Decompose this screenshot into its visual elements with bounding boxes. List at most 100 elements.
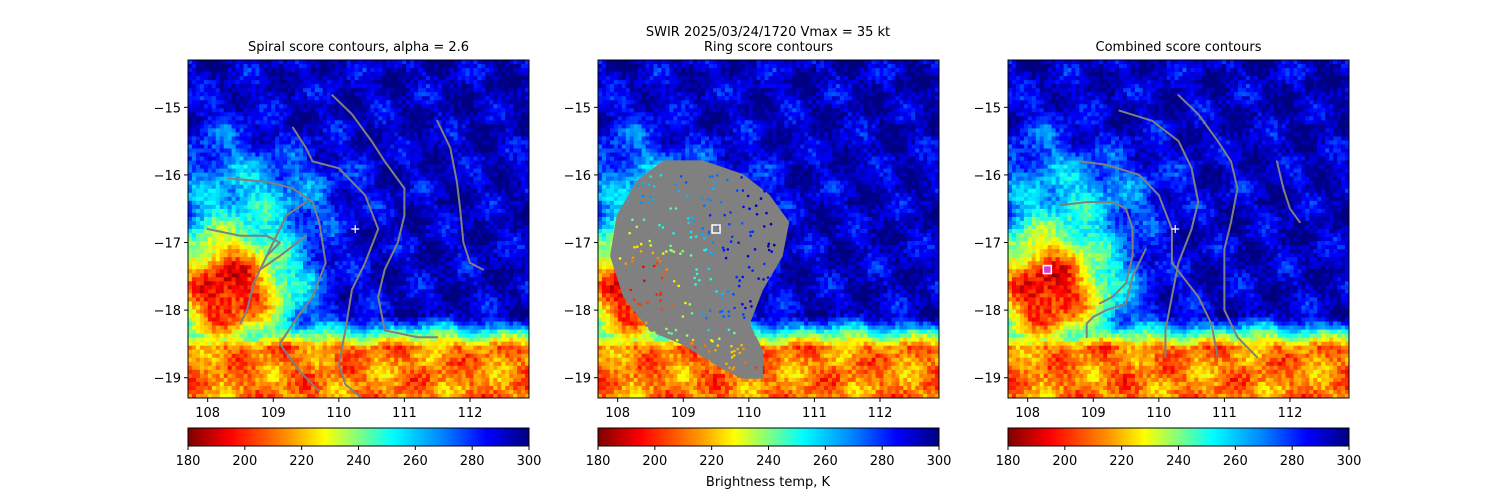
ring-speckle: [718, 337, 721, 341]
ring-speckle: [694, 283, 697, 286]
ring-speckle: [633, 176, 637, 180]
ring-speckle: [708, 214, 712, 217]
ring-speckle: [639, 358, 642, 361]
ring-speckle: [639, 242, 643, 246]
ring-speckle: [642, 265, 645, 269]
ring-speckle: [737, 284, 741, 288]
ring-speckle: [708, 359, 711, 363]
ring-speckle: [681, 315, 685, 318]
ring-speckle: [707, 267, 710, 271]
ring-speckle: [694, 346, 697, 349]
y-tick-label: −19: [564, 372, 591, 387]
ring-speckle: [662, 343, 665, 346]
ring-speckle: [618, 257, 622, 260]
ring-speckle: [755, 212, 759, 216]
ring-speckle: [646, 201, 650, 204]
ring-speckle: [617, 344, 621, 348]
ring-speckle: [685, 334, 689, 337]
ring-speckle: [722, 315, 725, 318]
ring-speckle: [702, 237, 706, 240]
ring-speckle: [635, 225, 639, 229]
ring-speckle: [732, 293, 735, 296]
ring-speckle: [689, 236, 693, 239]
ring-speckle: [740, 176, 743, 179]
ring-speckle: [725, 362, 728, 366]
ring-speckle: [714, 181, 717, 185]
ring-speckle: [649, 175, 652, 178]
ring-speckle: [770, 360, 773, 364]
ring-speckle: [670, 249, 673, 252]
ring-speckle: [701, 361, 705, 364]
colorbar: 180 200 220 240 260 280 300: [176, 427, 541, 469]
colorbar: 180 200 220 240 260 280 300: [996, 427, 1361, 469]
ring-speckle: [731, 368, 734, 371]
ring-speckle: [632, 319, 635, 323]
colorbar-tick-label: 220: [1109, 454, 1134, 469]
ring-speckle: [763, 190, 766, 193]
colorbar-tick-label: 200: [1052, 454, 1077, 469]
y-tick-label: −16: [974, 169, 1001, 184]
ring-speckle: [674, 207, 678, 210]
contour-overlay: [206, 94, 485, 398]
ring-speckle: [690, 312, 694, 315]
contour-line: [1177, 94, 1259, 359]
ring-speckle: [631, 185, 634, 188]
ring-speckle: [631, 259, 634, 263]
ring-speckle: [714, 349, 717, 352]
x-tick-label: 109: [1081, 406, 1106, 421]
ring-speckle: [652, 264, 656, 268]
ring-speckle: [727, 314, 731, 318]
x-tick-label: 108: [195, 406, 220, 421]
ring-speckle: [763, 262, 766, 266]
ring-speckle: [690, 341, 694, 345]
ring-speckle: [641, 356, 645, 359]
ring-speckle: [708, 309, 712, 313]
ring-speckle: [764, 343, 767, 347]
ring-speckle: [720, 309, 724, 313]
ring-speckle: [712, 187, 715, 190]
ring-speckle: [647, 183, 651, 187]
figure-suptitle: SWIR 2025/03/24/1720 Vmax = 35 kt: [646, 25, 890, 40]
ring-speckle: [655, 262, 659, 265]
axes-frame: [597, 59, 940, 399]
ring-speckle: [691, 338, 695, 342]
x-tick-label: 112: [868, 406, 893, 421]
colorbar-tick-label: 280: [460, 454, 485, 469]
y-tick-label: −15: [154, 101, 181, 116]
ring-speckle: [648, 239, 651, 243]
ring-speckle: [637, 302, 640, 306]
ring-speckle: [675, 338, 679, 342]
ring-speckle: [742, 205, 745, 209]
y-tick-label: −17: [154, 237, 181, 252]
ring-speckle: [721, 246, 725, 250]
colorbar-tick-label: 260: [403, 454, 428, 469]
ring-speckle: [711, 253, 714, 256]
ring-speckle: [616, 180, 620, 184]
ring-speckle: [667, 331, 671, 335]
x-tick-label: 112: [458, 406, 483, 421]
ring-speckle: [677, 284, 680, 288]
colorbar-tick-label: 260: [813, 454, 838, 469]
colorbar-tick-label: 180: [586, 454, 611, 469]
ring-speckle: [738, 279, 741, 282]
ring-speckle: [646, 301, 649, 305]
panels: Spiral score contours, alpha = 2.6 108 109…: [154, 40, 1362, 469]
x-tick-label: 111: [392, 406, 417, 421]
ring-speckle: [769, 286, 773, 289]
ring-speckle: [701, 313, 705, 316]
ring-speckle: [721, 292, 724, 296]
ring-speckle: [730, 350, 734, 354]
ring-speckle: [754, 204, 758, 207]
ring-speckle: [741, 302, 744, 306]
ring-speckle: [706, 198, 710, 201]
ring-speckle: [747, 265, 751, 269]
ring-speckle: [735, 275, 738, 279]
ring-speckle: [749, 234, 752, 238]
ring-speckle: [660, 276, 664, 280]
ring-speckle: [759, 197, 763, 200]
ring-speckle: [742, 347, 745, 351]
ring-speckle: [768, 291, 771, 294]
axes-frame: [1007, 59, 1350, 399]
panel-title: Spiral score contours, alpha = 2.6: [248, 40, 469, 55]
ring-speckle: [633, 245, 636, 249]
